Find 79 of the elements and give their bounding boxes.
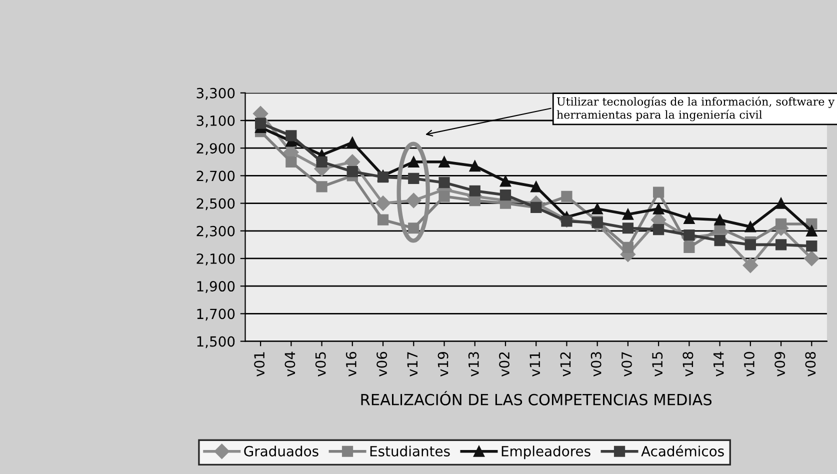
point (653, 203, 664, 214)
point (377, 214, 389, 226)
point (406, 192, 422, 208)
point (375, 196, 391, 211)
x-tick-label: v14 (714, 352, 724, 376)
point (653, 224, 664, 236)
y-tick-label: 2,500 (196, 198, 235, 210)
point (500, 176, 512, 187)
point (714, 214, 726, 226)
x-axis-title: REALIZACIÓN DE LAS COMPETENCIAS MEDIAS (361, 391, 712, 406)
x-tick-label: v16 (346, 352, 356, 376)
point (346, 166, 358, 178)
point (744, 239, 756, 250)
y-tick-label: 1,700 (197, 308, 235, 321)
point (408, 156, 420, 168)
x-tick-label: v19 (438, 352, 448, 376)
y-tick-label: 3,300 (196, 88, 235, 100)
point (622, 208, 634, 220)
point (744, 221, 756, 232)
x-tick-label: v06 (376, 352, 388, 376)
point (742, 258, 758, 273)
point (286, 156, 297, 168)
y-tick-label: 2,900 (196, 143, 235, 155)
point (438, 156, 450, 168)
point (316, 156, 328, 168)
x-tick-label: v18 (682, 352, 694, 376)
point (469, 185, 480, 196)
x-tick-label: v10 (744, 352, 754, 376)
point (438, 190, 450, 202)
y-tick-label: 2,700 (196, 170, 235, 183)
point (592, 203, 603, 214)
x-tick-label: v05 (315, 352, 326, 376)
legend-label: Estudiantes (370, 446, 450, 456)
point (500, 189, 512, 201)
point (346, 137, 358, 148)
x-tick-label: v13 (468, 352, 479, 376)
point (408, 222, 420, 234)
legend-label: Empleadores (502, 446, 590, 460)
x-tick-label: v07 (621, 352, 632, 376)
x-tick-label: v02 (499, 352, 510, 376)
legend-label: Académicos (641, 445, 724, 456)
x-tick-label: v15 (652, 352, 663, 376)
x-tick-label: v09 (774, 352, 786, 376)
x-tick-label: v17 (407, 352, 418, 376)
point (775, 198, 787, 209)
point (469, 160, 480, 172)
point (561, 190, 572, 202)
y-tick-label: 3,100 (196, 115, 235, 128)
x-tick-label: v01 (254, 352, 265, 376)
point (806, 240, 818, 252)
y-tick-label: 2,300 (196, 226, 235, 238)
x-tick-label: v04 (284, 352, 296, 376)
annotation: Utilizar tecnologías de la información, software y herramientas para la ingeniería civil (556, 96, 835, 122)
point (377, 172, 389, 183)
y-tick-label: 1,900 (197, 281, 235, 293)
point (775, 218, 787, 230)
point (653, 186, 664, 198)
point (714, 234, 726, 246)
point (804, 250, 820, 266)
point (286, 130, 297, 142)
point (254, 118, 266, 129)
legend-label: Graduados (244, 446, 318, 456)
point (530, 181, 542, 192)
point (684, 229, 695, 241)
point (622, 222, 634, 234)
point (775, 239, 787, 250)
point (684, 242, 695, 254)
x-tick-label: v11 (530, 352, 540, 376)
x-tick-label: v08 (805, 352, 816, 376)
point (622, 242, 634, 254)
point (408, 172, 420, 184)
y-tick-label: 1,500 (197, 336, 235, 348)
point (684, 212, 695, 224)
y-tick-label: 2,100 (196, 253, 235, 266)
x-tick-label: v12 (560, 352, 571, 376)
x-tick-label: v03 (590, 352, 602, 376)
point (438, 177, 450, 188)
point (316, 181, 328, 192)
point (806, 225, 818, 236)
